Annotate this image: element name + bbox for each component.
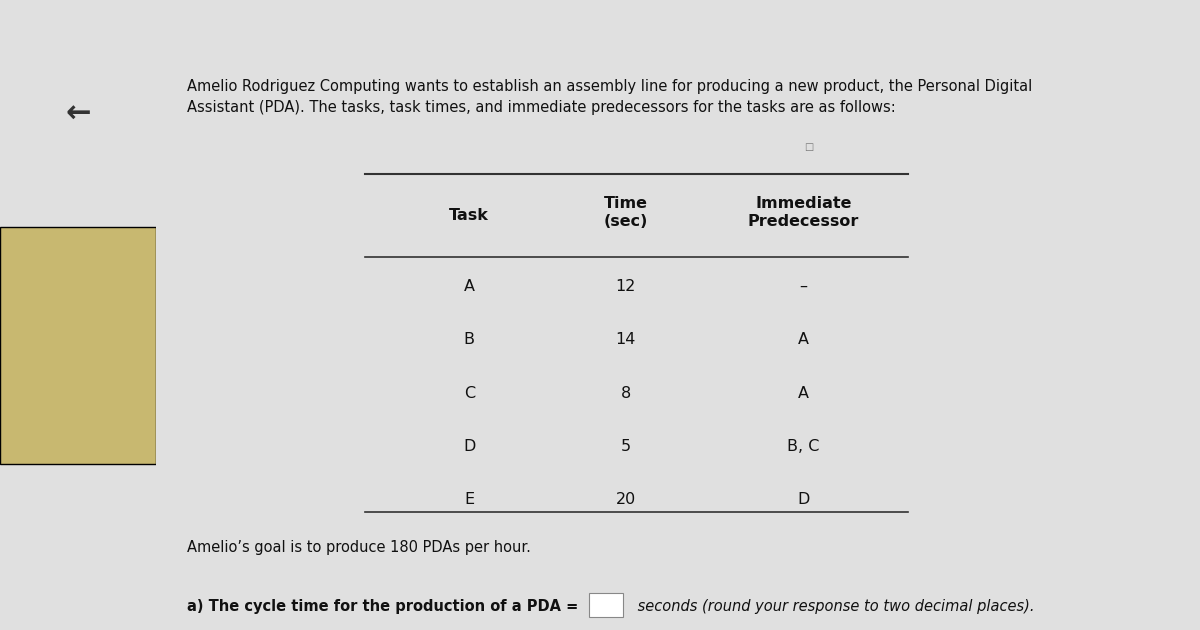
Text: Amelio Rodriguez Computing wants to establish an assembly line for producing a n: Amelio Rodriguez Computing wants to esta… xyxy=(187,79,1032,115)
FancyBboxPatch shape xyxy=(589,593,623,617)
Text: Task: Task xyxy=(449,208,490,223)
Text: C: C xyxy=(463,386,475,401)
Text: B: B xyxy=(463,332,475,347)
Text: A: A xyxy=(798,386,809,401)
Text: A: A xyxy=(798,332,809,347)
Text: Time
(sec): Time (sec) xyxy=(604,197,648,229)
Text: 20: 20 xyxy=(616,492,636,507)
Text: 12: 12 xyxy=(616,279,636,294)
Text: □: □ xyxy=(804,142,814,152)
FancyBboxPatch shape xyxy=(0,227,156,464)
Text: a) The cycle time for the production of a PDA =: a) The cycle time for the production of … xyxy=(187,598,578,614)
Text: Amelio’s goal is to produce 180 PDAs per hour.: Amelio’s goal is to produce 180 PDAs per… xyxy=(187,539,532,554)
Text: B, C: B, C xyxy=(787,439,820,454)
Text: 8: 8 xyxy=(620,386,631,401)
Text: 5: 5 xyxy=(620,439,631,454)
Text: A: A xyxy=(463,279,475,294)
Text: D: D xyxy=(797,492,810,507)
Text: Immediate
Predecessor: Immediate Predecessor xyxy=(748,197,859,229)
Text: 14: 14 xyxy=(616,332,636,347)
Text: seconds (round your response to two decimal places).: seconds (round your response to two deci… xyxy=(634,598,1034,614)
Text: –: – xyxy=(799,279,808,294)
Text: ←: ← xyxy=(65,100,91,129)
Text: E: E xyxy=(464,492,474,507)
Text: D: D xyxy=(463,439,475,454)
